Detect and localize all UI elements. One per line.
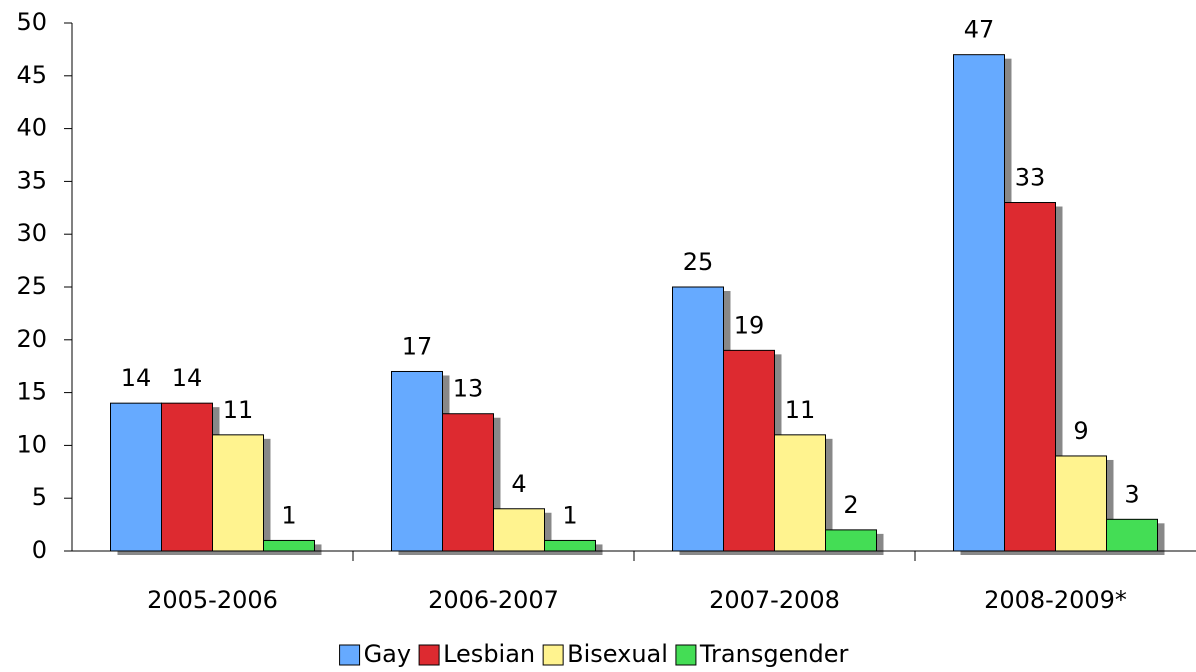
legend-swatch bbox=[418, 644, 440, 666]
x-tick-label: 2008-2009* bbox=[984, 586, 1127, 614]
bar bbox=[1055, 455, 1107, 552]
bar bbox=[263, 539, 315, 552]
value-label: 1 bbox=[562, 501, 577, 529]
value-label: 33 bbox=[1015, 164, 1046, 192]
value-label: 25 bbox=[683, 248, 714, 276]
bar bbox=[212, 434, 264, 552]
value-label: 14 bbox=[172, 364, 203, 392]
bar bbox=[110, 402, 162, 552]
legend-swatch bbox=[675, 644, 697, 666]
value-label: 19 bbox=[734, 311, 765, 339]
value-label: 13 bbox=[453, 375, 484, 403]
legend-label: Gay bbox=[364, 640, 412, 668]
y-tick-label: 20 bbox=[16, 325, 47, 353]
bar bbox=[391, 370, 443, 552]
y-tick-label: 50 bbox=[16, 8, 47, 36]
y-tick-label: 40 bbox=[16, 114, 47, 142]
value-label: 2 bbox=[843, 491, 858, 519]
legend-label: Bisexual bbox=[567, 640, 668, 668]
bar bbox=[953, 54, 1005, 552]
y-tick-label: 30 bbox=[16, 219, 47, 247]
y-tick-label: 35 bbox=[16, 166, 47, 194]
x-tick-label: 2005-2006 bbox=[147, 586, 278, 614]
bar bbox=[723, 349, 775, 552]
bar bbox=[672, 286, 724, 552]
value-label: 9 bbox=[1073, 417, 1088, 445]
bar bbox=[442, 413, 494, 552]
x-tick-label: 2006-2007 bbox=[428, 586, 559, 614]
legend-swatch bbox=[339, 644, 361, 666]
bar bbox=[825, 529, 877, 552]
y-tick-label: 10 bbox=[16, 430, 47, 458]
legend-label: Lesbian bbox=[443, 640, 535, 668]
value-label: 11 bbox=[223, 396, 254, 424]
value-label: 14 bbox=[121, 364, 152, 392]
value-label: 17 bbox=[402, 332, 433, 360]
y-tick-label: 15 bbox=[16, 378, 47, 406]
legend-label: Transgender bbox=[699, 640, 849, 668]
bar bbox=[544, 539, 596, 552]
value-label: 47 bbox=[964, 16, 995, 44]
value-label: 4 bbox=[511, 470, 526, 498]
y-tick-label: 0 bbox=[32, 536, 47, 564]
value-label: 1 bbox=[281, 501, 296, 529]
bar bbox=[493, 508, 545, 552]
y-tick-label: 5 bbox=[32, 483, 47, 511]
value-label: 11 bbox=[785, 396, 816, 424]
y-tick-label: 25 bbox=[16, 272, 47, 300]
bar bbox=[1106, 518, 1158, 552]
legend-swatch bbox=[542, 644, 564, 666]
value-label: 3 bbox=[1124, 480, 1139, 508]
bar bbox=[774, 434, 826, 552]
bar bbox=[161, 402, 213, 552]
y-tick-label: 45 bbox=[16, 61, 47, 89]
x-tick-label: 2007-2008 bbox=[709, 586, 840, 614]
bar bbox=[1004, 202, 1056, 552]
